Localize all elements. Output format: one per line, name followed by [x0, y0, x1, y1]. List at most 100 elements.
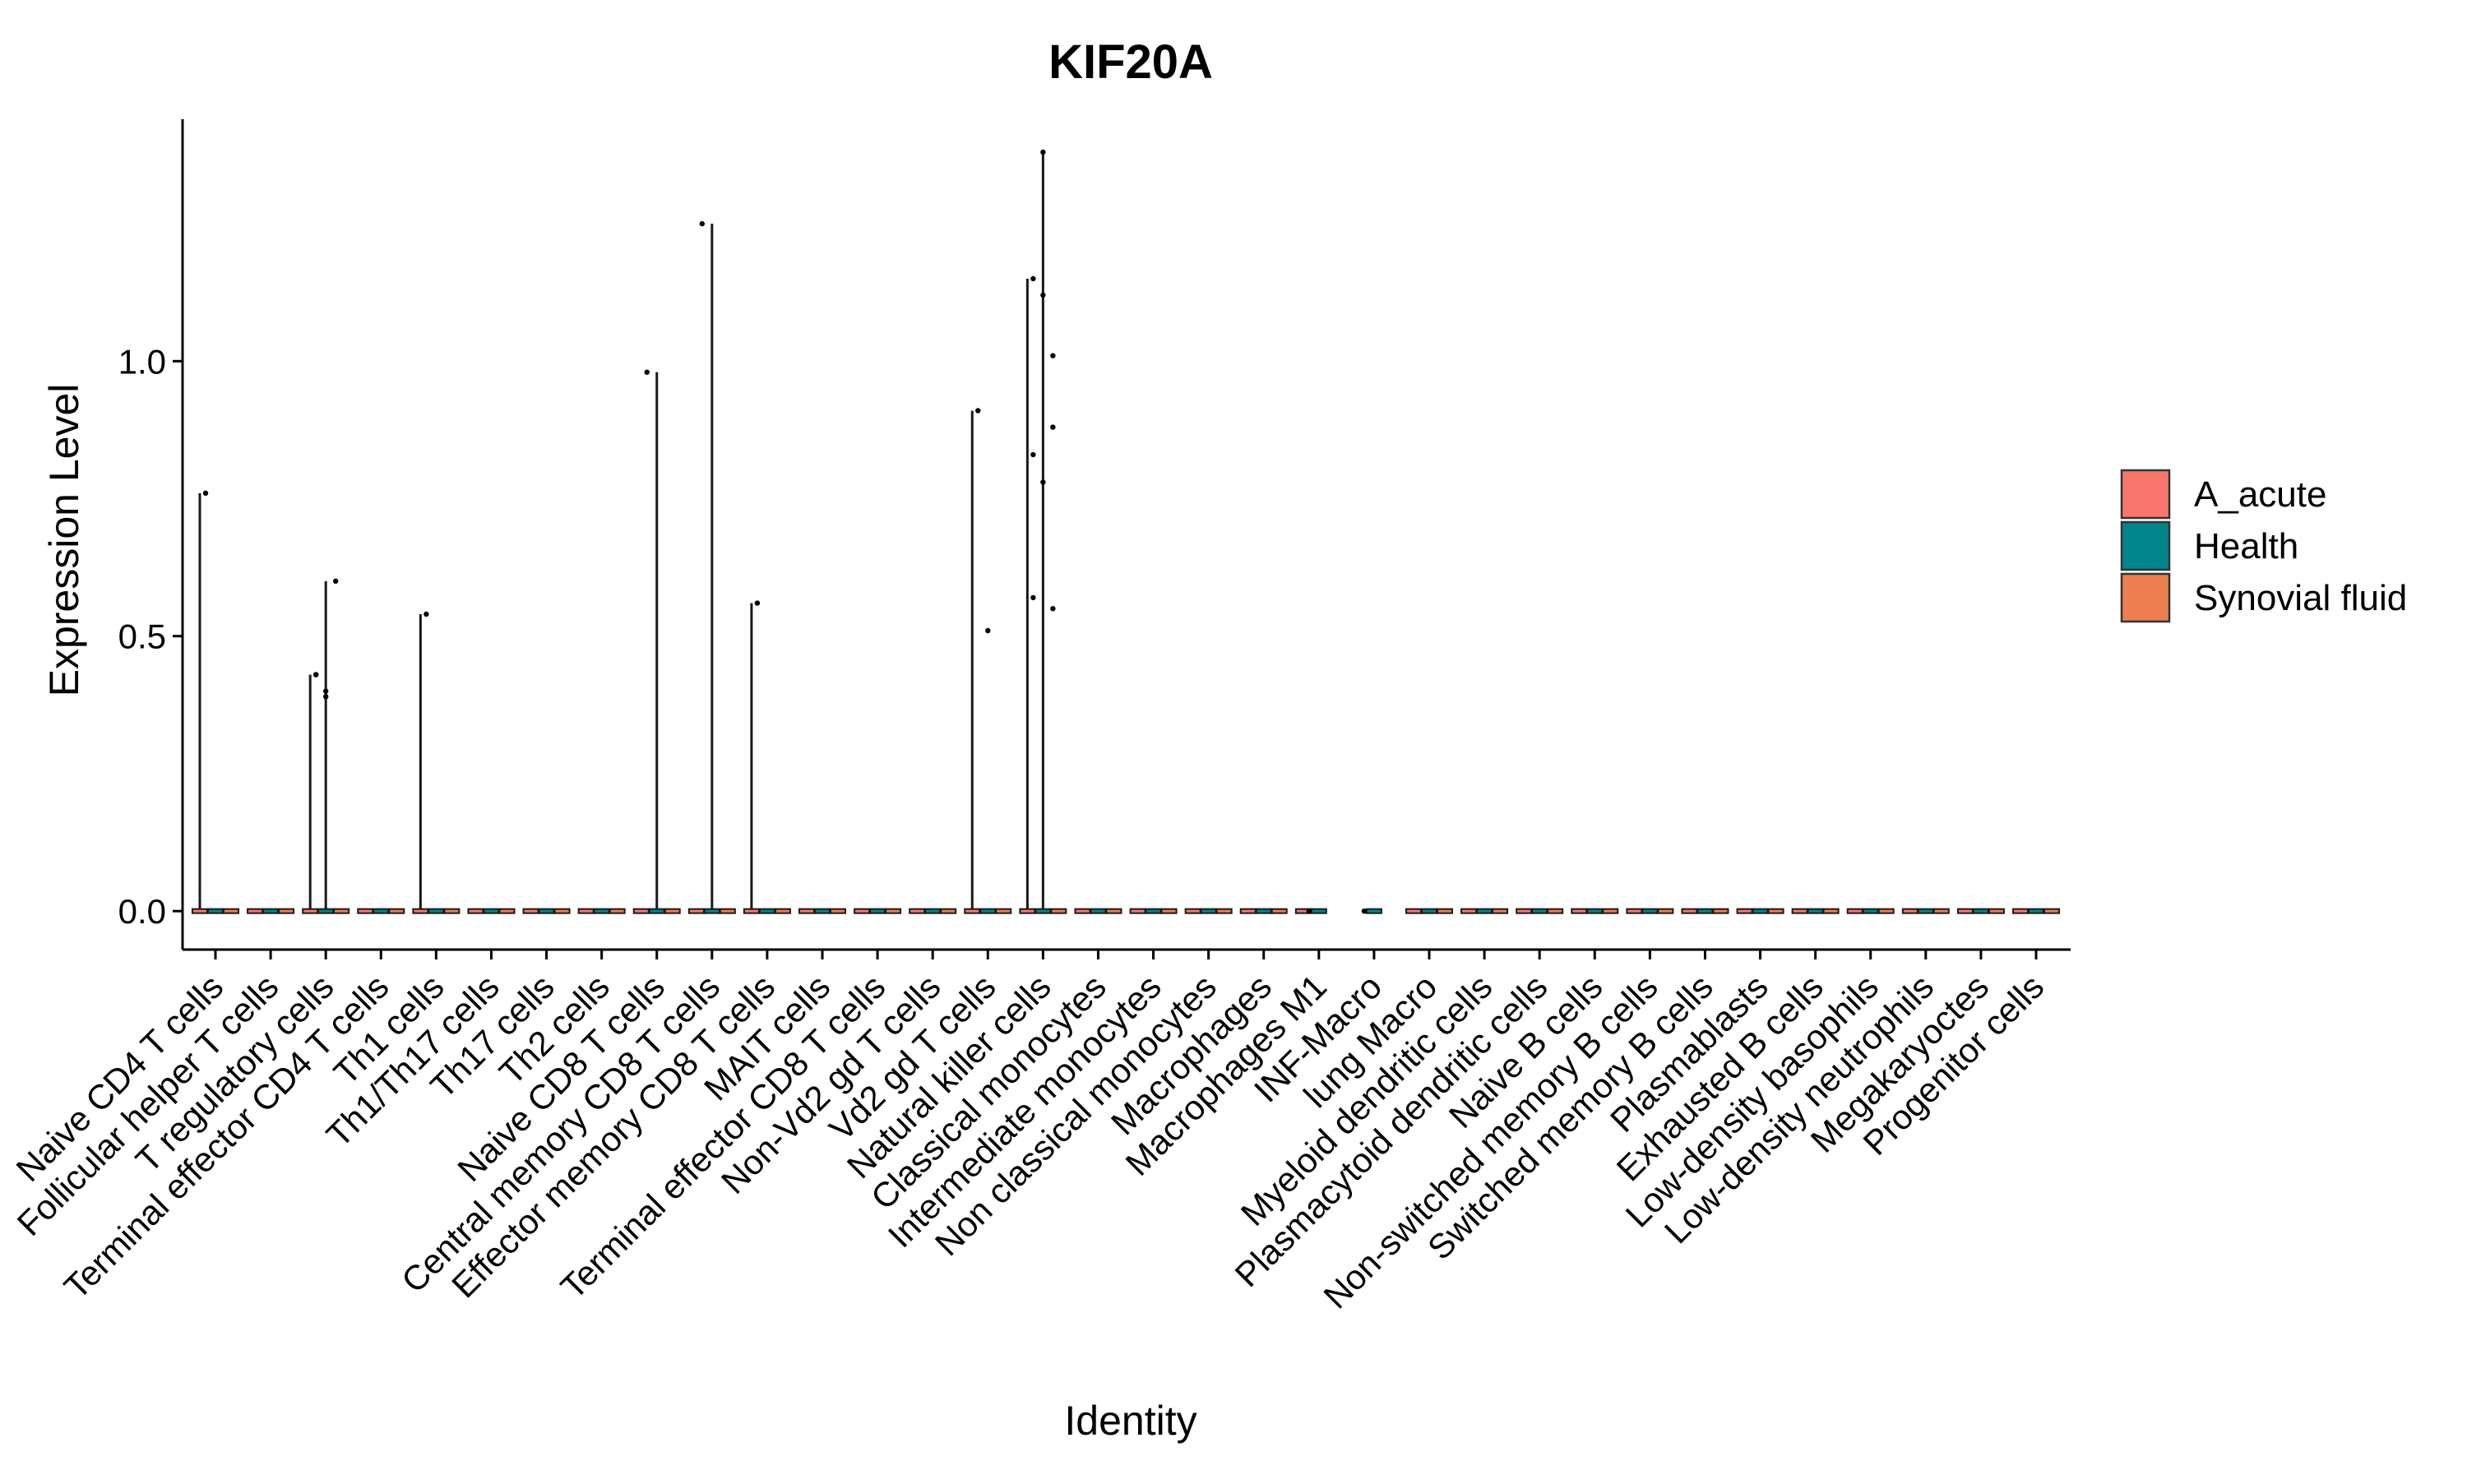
- violin-body: [357, 908, 374, 914]
- violin-body: [1365, 908, 1382, 914]
- violin-body: [1184, 908, 1201, 914]
- violin-body: [609, 908, 626, 914]
- violin-body: [1200, 908, 1217, 914]
- data-point: [1040, 479, 1046, 485]
- data-point: [1030, 451, 1036, 458]
- y-tick-label: 0.5: [118, 617, 166, 656]
- violin-body: [1712, 908, 1729, 914]
- violin-body: [664, 908, 681, 914]
- data-point: [1361, 908, 1368, 914]
- violin-body: [223, 908, 239, 914]
- data-point: [1040, 149, 1046, 155]
- violin-body: [1846, 908, 1863, 914]
- violin-body: [428, 908, 445, 914]
- violin-body: [1405, 908, 1422, 914]
- violin-body: [885, 908, 902, 914]
- violin-body: [1641, 908, 1659, 914]
- violin-body: [1917, 908, 1934, 914]
- violin-body: [1547, 908, 1564, 914]
- legend-label: Health: [2194, 526, 2298, 566]
- violin-body: [553, 908, 571, 914]
- data-point: [332, 578, 339, 585]
- violin-body: [703, 908, 720, 914]
- violin-body: [1807, 908, 1824, 914]
- y-axis-title: Expression Level: [41, 384, 87, 697]
- violin-body: [388, 908, 405, 914]
- violin-body: [979, 908, 997, 914]
- violin-body: [1626, 908, 1643, 914]
- violin-body: [774, 908, 791, 914]
- violin-body: [1492, 908, 1509, 914]
- violin-body: [302, 908, 319, 914]
- violin-body: [1681, 908, 1698, 914]
- violin-body: [1862, 908, 1879, 914]
- violin-body: [648, 908, 665, 914]
- violin-body: [1215, 908, 1233, 914]
- violin-body: [483, 908, 500, 914]
- legend-swatch: [2120, 469, 2171, 520]
- violin-body: [1571, 908, 1588, 914]
- data-point: [1030, 594, 1036, 601]
- data-point: [1050, 424, 1056, 430]
- violin-body: [412, 908, 429, 914]
- violin-body: [632, 908, 650, 914]
- violin-body: [758, 908, 775, 914]
- violin-body: [262, 908, 280, 914]
- violin-body: [1877, 908, 1895, 914]
- data-point: [985, 627, 991, 634]
- violin-body: [2012, 908, 2029, 914]
- violin-body: [1932, 908, 1950, 914]
- violin-body: [593, 908, 610, 914]
- violin-body: [1657, 908, 1674, 914]
- data-point: [202, 490, 209, 497]
- violin-body: [1736, 908, 1753, 914]
- violin-body: [1822, 908, 1840, 914]
- legend: A_acute Health Synovial fluid: [2120, 469, 2407, 623]
- data-point: [1306, 908, 1312, 914]
- y-tick-label: 0.0: [118, 892, 166, 931]
- data-point: [754, 600, 761, 606]
- violin-body: [1019, 908, 1036, 914]
- violin-body: [1460, 908, 1478, 914]
- violin-body: [1310, 908, 1327, 914]
- violin-body: [1586, 908, 1604, 914]
- data-point: [1040, 292, 1046, 298]
- violin-body: [830, 908, 846, 914]
- data-point: [322, 688, 329, 694]
- violin-body: [538, 908, 555, 914]
- violin-body: [1791, 908, 1808, 914]
- violin-body: [1972, 908, 1989, 914]
- violin-body: [1437, 908, 1453, 914]
- legend-label: Synovial fluid: [2194, 578, 2407, 618]
- violin-body: [1034, 908, 1052, 914]
- violin-body: [1271, 908, 1288, 914]
- violin-body: [278, 908, 295, 914]
- violin-body: [1090, 908, 1107, 914]
- violin-body: [909, 908, 926, 914]
- violin-body: [1160, 908, 1178, 914]
- violin-body: [1516, 908, 1533, 914]
- violin-body: [1696, 908, 1714, 914]
- violin-body: [207, 908, 224, 914]
- violin-body: [1476, 908, 1493, 914]
- violin-body: [798, 908, 815, 914]
- violin-body: [2028, 908, 2044, 914]
- violin-body: [1602, 908, 1619, 914]
- violin-body: [1050, 908, 1067, 914]
- data-point: [322, 694, 329, 700]
- data-point: [312, 672, 319, 677]
- violin-body: [1255, 908, 1272, 914]
- violin-body: [1956, 908, 1974, 914]
- violin-body: [964, 908, 981, 914]
- legend-swatch: [2120, 520, 2171, 571]
- data-point: [644, 369, 650, 375]
- violin-body: [1129, 908, 1146, 914]
- violin-body: [1531, 908, 1548, 914]
- data-point: [1050, 606, 1056, 612]
- violin-body: [1767, 908, 1784, 914]
- data-point: [1030, 275, 1036, 282]
- violin-body: [443, 908, 461, 914]
- violin-body: [1239, 908, 1257, 914]
